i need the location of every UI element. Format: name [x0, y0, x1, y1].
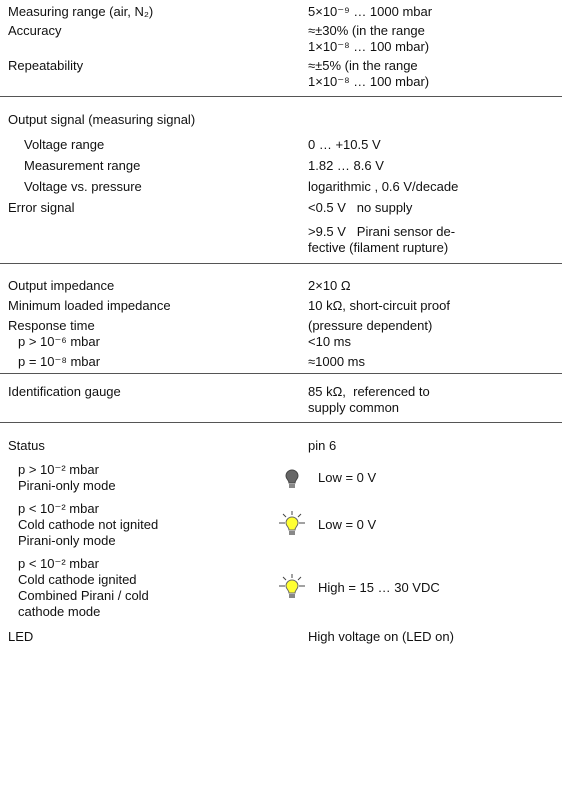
row-value: 0 … +10.5 V: [308, 137, 381, 152]
row-value: High voltage on (LED on): [308, 629, 454, 644]
row-label: cathode mode: [18, 604, 101, 619]
row-value: supply common: [308, 400, 400, 415]
led-on-icon: [279, 511, 305, 535]
row-label: p < 10⁻² mbar: [18, 556, 99, 571]
row-value: ≈±5% (in the range: [308, 58, 418, 73]
row-label: p > 10⁻² mbar: [18, 462, 99, 477]
separator: [0, 422, 562, 423]
separator: [0, 263, 562, 264]
led-on-icon: [279, 574, 305, 598]
row-label: Output signal (measuring signal): [8, 112, 196, 127]
row-label: Accuracy: [8, 23, 62, 38]
row-label: p < 10⁻² mbar: [18, 501, 99, 516]
row-label: Status: [8, 438, 45, 453]
row-label: Measurement range: [24, 158, 141, 173]
separator: [0, 96, 562, 97]
row-label: p > 10⁻⁶ mbar: [18, 334, 100, 349]
row-label: Voltage range: [24, 137, 105, 152]
row-value: >9.5 V Pirani sensor de-: [308, 224, 456, 239]
row-value: High = 15 … 30 VDC: [318, 580, 440, 595]
row-label: LED: [8, 629, 34, 644]
row-value: pin 6: [308, 438, 337, 453]
row-label: Minimum loaded impedance: [8, 298, 171, 313]
row-value: 1×10⁻⁸ … 100 mbar): [308, 74, 430, 89]
row-value: 1×10⁻⁸ … 100 mbar): [308, 39, 430, 54]
row-label: Identification gauge: [8, 384, 121, 399]
row-value: 85 kΩ, referenced to: [308, 384, 430, 399]
separator: [0, 373, 562, 374]
row-label: Pirani-only mode: [18, 478, 116, 493]
row-value: ≈1000 ms: [308, 354, 365, 369]
row-value: 5×10⁻⁹ … 1000 mbar: [308, 4, 433, 19]
row-label: Combined Pirani / cold: [18, 588, 149, 603]
row-label: Voltage vs. pressure: [24, 179, 142, 194]
row-label: Pirani-only mode: [18, 533, 116, 548]
row-label: Measuring range (air, N₂): [8, 4, 154, 19]
row-value: Low = 0 V: [318, 470, 377, 485]
row-label: Cold cathode ignited: [18, 572, 137, 587]
row-value: <0.5 V no supply: [308, 200, 413, 215]
row-label: Output impedance: [8, 278, 115, 293]
row-label: p = 10⁻⁸ mbar: [18, 354, 101, 369]
row-value: 10 kΩ, short-circuit proof: [308, 298, 450, 313]
row-value: ≈±30% (in the range: [308, 23, 425, 38]
row-label: Response time: [8, 318, 95, 333]
row-value: 2×10 Ω: [308, 278, 351, 293]
row-value: <10 ms: [308, 334, 351, 349]
led-off-icon: [285, 469, 299, 488]
row-value: logarithmic , 0.6 V/decade: [308, 179, 459, 194]
row-label: Cold cathode not ignited: [18, 517, 159, 532]
row-label: Error signal: [8, 200, 75, 215]
row-value: (pressure dependent): [308, 318, 433, 333]
row-label: Repeatability: [8, 58, 84, 73]
row-value: 1.82 … 8.6 V: [308, 158, 384, 173]
row-value: fective (filament rupture): [308, 240, 449, 255]
row-value: Low = 0 V: [318, 517, 377, 532]
